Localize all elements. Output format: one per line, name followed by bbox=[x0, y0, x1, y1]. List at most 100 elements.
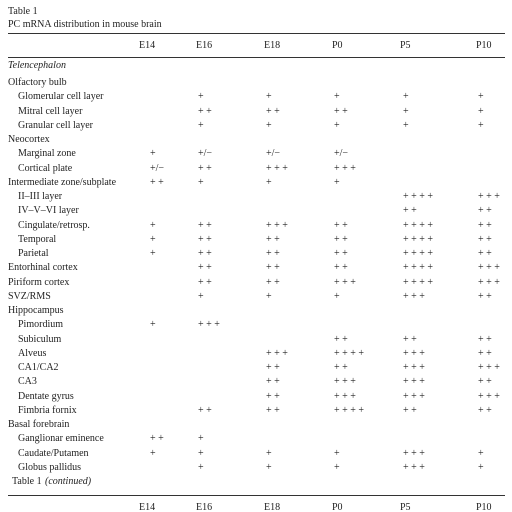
cell: + + + bbox=[478, 191, 500, 202]
row-label: Granular cell layer bbox=[18, 119, 93, 131]
cell: + bbox=[198, 119, 204, 131]
group-label: Hippocampus bbox=[8, 305, 64, 316]
table-title: PC mRNA distribution in mouse brain bbox=[8, 19, 162, 30]
group-label: SVZ/RMS bbox=[8, 290, 51, 302]
cell: + bbox=[334, 447, 340, 459]
cell: + bbox=[334, 91, 340, 103]
cell: + + + + bbox=[403, 276, 434, 288]
row-label: Temporal bbox=[18, 233, 57, 245]
rule bbox=[8, 495, 505, 496]
cell: + + + bbox=[266, 347, 288, 359]
cell: + + bbox=[198, 404, 212, 416]
column-header: P5 bbox=[400, 502, 411, 512]
cell: + + bbox=[334, 219, 348, 231]
column-header: E16 bbox=[196, 502, 213, 512]
cell: + + + + bbox=[403, 262, 434, 274]
row-label: Subiculum bbox=[18, 333, 62, 345]
row-label: Glomerular cell layer bbox=[18, 91, 104, 103]
cell: + + + + bbox=[403, 248, 434, 259]
row-label: Alveus bbox=[18, 347, 47, 359]
group-label: Intermediate zone/subplate bbox=[8, 176, 117, 188]
cell: + + bbox=[198, 162, 212, 174]
cell: + bbox=[266, 447, 272, 459]
rule bbox=[8, 33, 505, 34]
cell: + + bbox=[198, 219, 212, 231]
cell: + + bbox=[478, 376, 492, 388]
cell: + bbox=[478, 105, 484, 117]
cell: + bbox=[403, 105, 409, 117]
row-label: CA3 bbox=[18, 376, 37, 388]
cell: + + + + bbox=[334, 404, 365, 416]
row-label: II–III layer bbox=[18, 191, 63, 202]
cell: + bbox=[478, 119, 484, 131]
cell: + bbox=[198, 461, 204, 473]
cell: + + bbox=[478, 248, 492, 259]
cell: + + + bbox=[403, 390, 425, 402]
cell: + + + + bbox=[403, 233, 434, 245]
cell: + + bbox=[334, 333, 348, 345]
column-header: P0 bbox=[332, 40, 343, 51]
cell: + bbox=[150, 447, 156, 459]
cell: + + bbox=[266, 233, 280, 245]
cell: + bbox=[334, 461, 340, 473]
cell: + bbox=[403, 119, 409, 131]
cell: + bbox=[150, 233, 156, 245]
cell: + bbox=[266, 290, 272, 302]
cell: + bbox=[478, 461, 484, 473]
column-header: P0 bbox=[332, 502, 343, 512]
group-label: Olfactory bulb bbox=[8, 77, 67, 88]
cell: + bbox=[198, 290, 204, 302]
cell: + + + bbox=[198, 319, 220, 331]
cell: + + bbox=[266, 390, 280, 402]
cell: + + bbox=[334, 362, 348, 373]
cell: + bbox=[266, 119, 272, 131]
table-label: Table 1 bbox=[8, 6, 38, 17]
cell: + + + bbox=[403, 447, 425, 459]
cell: + + + bbox=[403, 376, 425, 388]
cell: + + + bbox=[478, 390, 500, 402]
cell: + + + bbox=[478, 276, 500, 288]
cell: + + bbox=[198, 105, 212, 117]
cell: + + bbox=[478, 290, 492, 302]
rule bbox=[8, 57, 505, 58]
cell: + + bbox=[198, 276, 212, 288]
cell: + bbox=[150, 148, 156, 160]
cell: + + bbox=[403, 404, 417, 416]
cell: + + bbox=[478, 404, 492, 416]
cell: + + + + bbox=[334, 347, 365, 359]
cell: + + + bbox=[334, 390, 356, 402]
cell: + bbox=[478, 447, 484, 459]
column-header: E18 bbox=[264, 502, 281, 512]
section-label: Telencephalon bbox=[8, 60, 66, 71]
cell: + + + bbox=[478, 362, 500, 373]
row-label: Caudate/Putamen bbox=[18, 447, 89, 459]
column-header: E14 bbox=[139, 502, 156, 512]
cell: + bbox=[334, 176, 340, 188]
cell: + + bbox=[266, 376, 280, 388]
cell: + bbox=[198, 433, 204, 445]
group-label: Basal forebrain bbox=[8, 419, 70, 430]
cell: + bbox=[150, 219, 156, 231]
cell: + + bbox=[478, 333, 492, 345]
cell: + + + bbox=[403, 347, 425, 359]
cell: + bbox=[150, 319, 156, 331]
row-label: Globus pallidus bbox=[18, 461, 82, 473]
cell: + + + bbox=[403, 290, 425, 302]
row-label: IV–V–VI layer bbox=[18, 205, 79, 217]
cell: + + bbox=[334, 233, 348, 245]
continued-note: (continued) bbox=[45, 476, 92, 487]
column-header: P10 bbox=[476, 502, 492, 512]
cell: + + + + bbox=[403, 191, 434, 202]
cell: + + bbox=[266, 262, 280, 274]
cell: + bbox=[198, 176, 204, 188]
cell: + bbox=[403, 91, 409, 103]
cell: +/− bbox=[198, 148, 213, 160]
cell: +/− bbox=[334, 148, 349, 160]
cell: + bbox=[266, 461, 272, 473]
cell: + + bbox=[334, 262, 348, 274]
cell: + + bbox=[266, 276, 280, 288]
cell: + + + bbox=[334, 376, 356, 388]
cell: + bbox=[198, 447, 204, 459]
cell: + + + bbox=[266, 219, 288, 231]
column-header: E18 bbox=[264, 40, 281, 51]
